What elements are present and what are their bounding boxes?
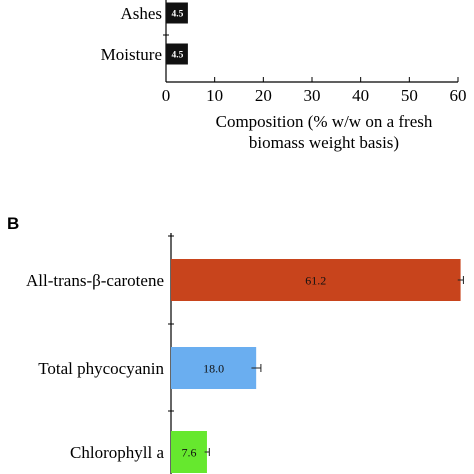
bar-data-label: 18.0 [203, 362, 224, 376]
x-tick-label: 20 [255, 86, 272, 105]
bar-data-label: 4.5 [172, 51, 184, 61]
category-label: Moisture [101, 45, 162, 64]
bar-carotene [171, 259, 461, 301]
panel-b-chart: B 61.2 All-trans-β-carotene 18.0 Total phyco… [7, 214, 464, 474]
bar-data-label: 61.2 [305, 274, 326, 288]
category-label: Chlorophyll a [70, 443, 164, 462]
x-tick-label: 50 [401, 86, 418, 105]
bar-data-label: 7.6 [181, 446, 196, 460]
bar-ashes [166, 2, 188, 24]
panel-label: B [7, 214, 19, 233]
x-tick-label: 0 [162, 86, 171, 105]
x-tick-label: 40 [352, 86, 369, 105]
x-tick-label: 60 [450, 86, 467, 105]
panel-a-chart: 0 10 20 30 40 50 60 4.5 Ashes 4.5 Moisture Composit… [101, 0, 467, 152]
bar-moisture [166, 43, 188, 65]
x-axis-title-line2: biomass weight basis) [249, 133, 399, 152]
category-label: Total phycocyanin [38, 359, 164, 378]
x-axis-title-line1: Composition (% w/w on a fresh [216, 112, 433, 131]
x-tick-label: 10 [206, 86, 223, 105]
bar-chlorophyll [171, 431, 207, 473]
x-tick-label: 30 [304, 86, 321, 105]
bar-phycocyanin [171, 347, 257, 389]
bar-data-label: 4.5 [172, 10, 184, 20]
category-label: Ashes [120, 4, 162, 23]
category-label: All-trans-β-carotene [26, 271, 164, 290]
